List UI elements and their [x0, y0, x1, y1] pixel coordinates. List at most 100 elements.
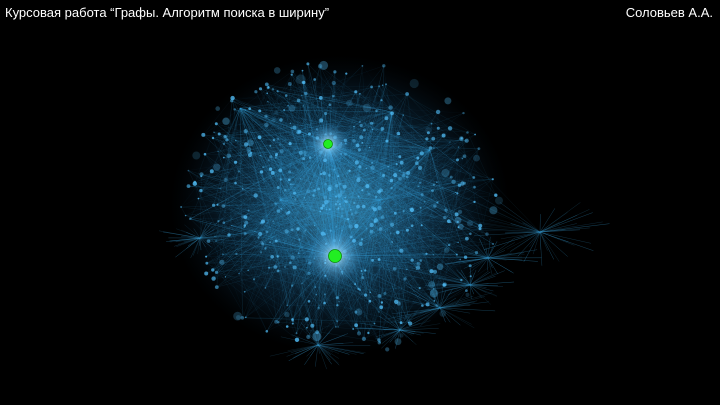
- graph-edge: [260, 97, 321, 253]
- graph-node: [433, 147, 435, 149]
- graph-node: [395, 163, 398, 166]
- graph-node: [433, 300, 436, 302]
- graph-node: [273, 67, 281, 74]
- cluster-edge: [539, 231, 541, 250]
- graph-edge: [248, 140, 388, 211]
- graph-node: [258, 87, 263, 91]
- graph-node: [348, 169, 351, 172]
- graph-node: [421, 304, 424, 307]
- graph-edge: [434, 205, 447, 211]
- graph-node: [396, 131, 401, 136]
- graph-edge: [180, 93, 268, 208]
- graph-node: [396, 301, 401, 306]
- graph-edge: [310, 157, 437, 306]
- graph-edge: [350, 148, 480, 238]
- graph-edge: [391, 134, 476, 181]
- graph-edge: [263, 167, 438, 203]
- graph-edge: [291, 74, 428, 305]
- graph-node: [270, 170, 275, 175]
- graph-edge: [259, 221, 264, 235]
- graph-node: [466, 220, 474, 227]
- graph-edge: [212, 137, 331, 187]
- graph-edge: [220, 188, 349, 220]
- graph-edge: [371, 113, 393, 226]
- graph-node: [402, 171, 406, 175]
- graph-edge: [372, 162, 389, 167]
- graph-edge: [339, 138, 434, 241]
- graph-edge: [248, 210, 326, 295]
- graph-node: [436, 181, 438, 183]
- graph-edge: [225, 175, 384, 278]
- graph-edge: [358, 233, 391, 334]
- graph-edge: [208, 171, 240, 242]
- graph-node: [280, 207, 283, 210]
- graph-node: [380, 99, 383, 102]
- graph-edge: [406, 93, 496, 196]
- graph-node: [260, 251, 263, 254]
- graph-node: [221, 204, 226, 208]
- graph-edge: [391, 180, 438, 203]
- graph-edge: [286, 95, 481, 226]
- graph-edge: [286, 184, 293, 232]
- graph-node: [328, 174, 331, 177]
- graph-edge: [379, 86, 468, 239]
- graph-edge: [217, 151, 255, 280]
- graph-edge: [366, 84, 387, 169]
- graph-edge: [304, 152, 315, 226]
- graph-edge: [345, 153, 433, 191]
- graph-edge: [258, 233, 323, 238]
- graph-node: [284, 94, 288, 97]
- graph-edge: [363, 185, 460, 207]
- graph-edge: [291, 107, 391, 129]
- graph-edge: [218, 145, 271, 222]
- graph-node: [463, 255, 468, 259]
- graph-node: [296, 130, 301, 135]
- graph-edge: [394, 192, 456, 270]
- graph-node: [377, 294, 382, 298]
- graph-edge: [287, 105, 365, 131]
- graph-edge: [353, 132, 468, 330]
- graph-node: [252, 278, 256, 281]
- graph-edge: [314, 217, 383, 226]
- graph-node: [324, 111, 328, 116]
- graph-edge: [329, 179, 493, 190]
- graph-edge: [290, 182, 421, 185]
- graph-edge: [306, 271, 436, 328]
- graph-edge: [344, 128, 383, 187]
- graph-node: [415, 161, 419, 165]
- graph-edge: [353, 126, 460, 186]
- graph-edge: [228, 162, 236, 235]
- graph-edge: [292, 184, 423, 195]
- graph-edge: [400, 173, 405, 323]
- graph-edge: [362, 65, 375, 324]
- graph-node: [346, 218, 350, 221]
- graph-node: [287, 210, 291, 214]
- graph-edge: [265, 84, 267, 289]
- graph-edge: [360, 197, 377, 244]
- graph-edge: [385, 84, 476, 135]
- graph-edge: [269, 241, 338, 322]
- graph-edge: [188, 185, 346, 198]
- graph-edge: [286, 181, 454, 232]
- graph-edge: [228, 219, 347, 236]
- graph-edge: [379, 86, 419, 264]
- graph-node: [327, 186, 332, 192]
- graph-edge: [226, 86, 372, 140]
- graph-edge: [226, 105, 289, 140]
- graph-node: [192, 151, 201, 160]
- graph-edge: [245, 131, 465, 184]
- graph-edge: [291, 74, 468, 133]
- graph-node: [361, 142, 364, 144]
- graph-node: [361, 336, 366, 341]
- graph-node: [278, 168, 283, 173]
- graph-node: [320, 172, 323, 176]
- graph-node: [293, 191, 296, 195]
- graph-edge: [277, 109, 285, 257]
- graph-edge: [290, 123, 422, 154]
- graph-node: [324, 202, 327, 205]
- graph-node: [432, 183, 436, 186]
- graph-node: [246, 147, 251, 152]
- graph-edge: [208, 195, 314, 242]
- graph-edge: [217, 79, 315, 152]
- graph-node: [212, 203, 216, 207]
